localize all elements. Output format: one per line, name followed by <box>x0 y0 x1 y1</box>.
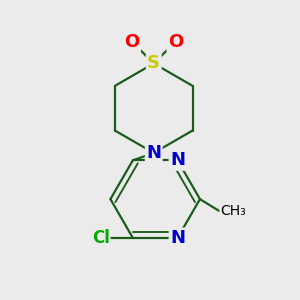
Text: N: N <box>170 229 185 247</box>
Text: S: S <box>147 54 160 72</box>
Text: O: O <box>168 33 183 51</box>
Text: CH₃: CH₃ <box>220 204 246 218</box>
Text: O: O <box>124 33 140 51</box>
Text: Cl: Cl <box>92 229 110 247</box>
Text: N: N <box>170 152 185 169</box>
Text: N: N <box>146 144 161 162</box>
